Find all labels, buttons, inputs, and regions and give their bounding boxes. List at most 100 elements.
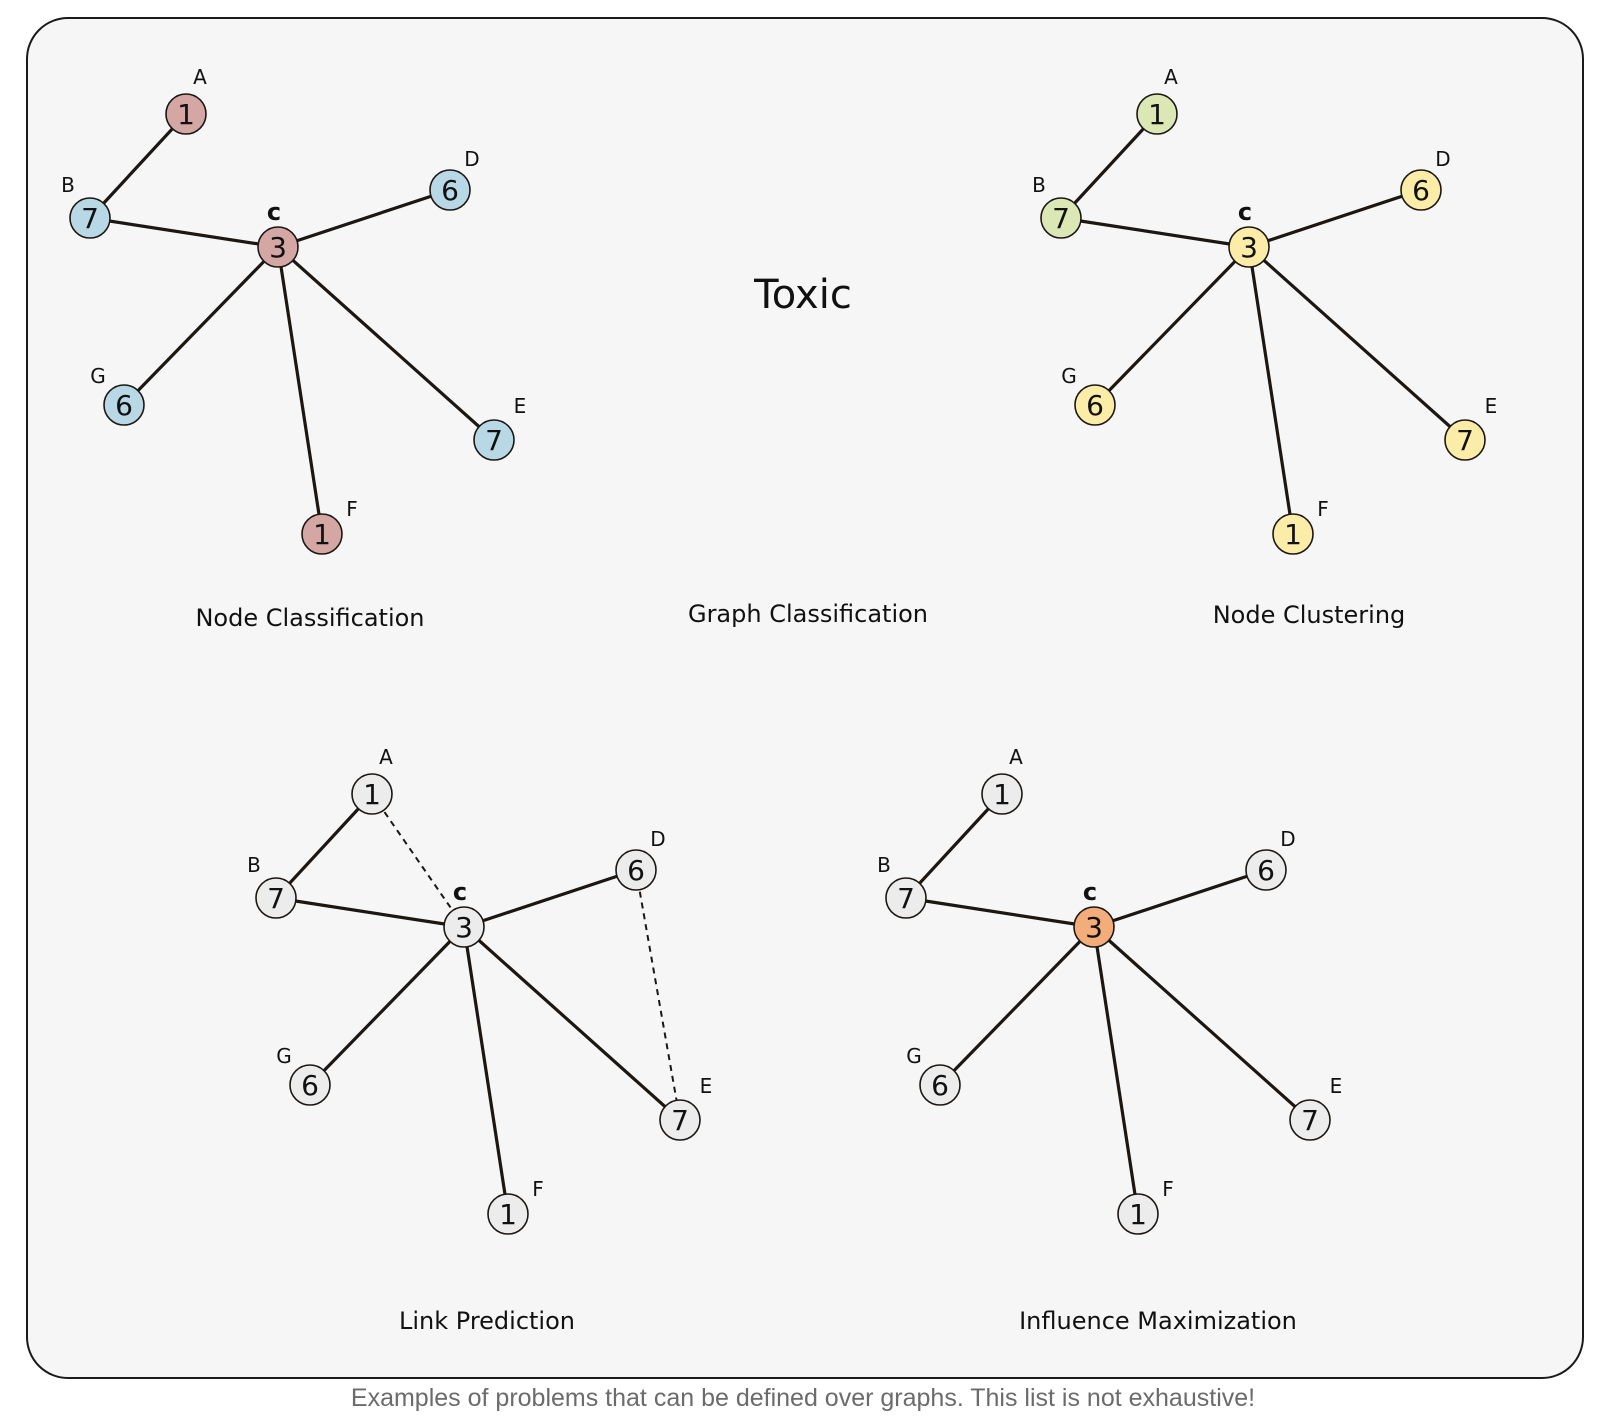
dashed-edge-D-E [635,869,681,1121]
node-f [1117,1193,1159,1235]
node-c [443,906,485,948]
node-value-a: 1 [177,98,195,131]
edge-A-B [904,792,1004,900]
node-value-b: 7 [1052,202,1070,235]
edge-B-C [89,216,279,249]
node-d [615,849,657,891]
edge-C-E [276,245,496,442]
node-d [1245,849,1287,891]
node-b [1040,197,1082,239]
node-label-c: c [267,198,281,226]
node-label-a: A [193,65,207,89]
node-label-f: F [1162,1177,1174,1201]
node-label-d: D [1280,827,1295,851]
edge-C-F [1247,246,1295,535]
node-value-a: 1 [363,778,381,811]
edge-A-B [274,792,374,900]
node-d [1400,169,1442,211]
node-value-b: 7 [267,882,285,915]
node-value-f: 1 [1284,518,1302,551]
figure-caption: Examples of problems that can be defined… [350,1384,1256,1412]
node-value-g: 6 [931,1069,949,1102]
edge-B-C [1060,216,1250,249]
label-influence-maximization: Influence Maximization [1019,1307,1297,1335]
edge-A-B [88,112,188,220]
edge-B-C [275,896,465,929]
node-b [255,877,297,919]
node-label-a: A [1164,65,1178,89]
node-value-e: 7 [671,1104,689,1137]
node-a [351,773,393,815]
node-value-g: 6 [301,1069,319,1102]
node-label-e: E [514,394,527,418]
node-a [165,93,207,135]
edge-C-G [1093,245,1251,407]
node-label-b: B [61,173,75,197]
edge-C-D [277,188,451,249]
node-label-b: B [877,853,891,877]
edge-C-E [462,925,682,1122]
node-a [1136,93,1178,135]
node-value-d: 6 [441,174,459,207]
node-e [1289,1099,1331,1141]
label-graph-classification: Graph Classification [687,600,929,628]
node-label-e: E [1330,1074,1343,1098]
node-e [1444,419,1486,461]
node-label-f: F [1317,497,1329,521]
node-value-b: 7 [81,202,99,235]
node-c [257,226,299,268]
label-node-clustering: Node Clustering [1212,601,1406,629]
edge-C-D [463,868,637,929]
node-label-e: E [1485,394,1498,418]
node-g [1074,384,1116,426]
node-label-a: A [379,745,393,769]
node-value-e: 7 [1301,1104,1319,1137]
node-f [1272,513,1314,555]
node-g [289,1064,331,1106]
node-label-f: F [532,1177,544,1201]
node-label-a: A [1009,745,1023,769]
node-c [1228,226,1270,268]
edge-C-D [1248,188,1422,249]
node-value-d: 6 [1412,174,1430,207]
node-value-d: 6 [627,854,645,887]
edge-C-E [1247,245,1467,442]
node-value-d: 6 [1257,854,1275,887]
label-node-classification: Node Classification [195,604,425,632]
node-label-e: E [700,1074,713,1098]
node-label-g: G [1061,364,1077,388]
node-label-c: c [1238,198,1252,226]
node-label-g: G [276,1044,292,1068]
edge-C-G [308,925,466,1087]
node-a [981,773,1023,815]
node-value-f: 1 [313,518,331,551]
node-b [69,197,111,239]
node-c [1073,906,1115,948]
edge-C-F [276,246,324,535]
node-value-e: 7 [1456,424,1474,457]
node-label-b: B [247,853,261,877]
node-f [301,513,343,555]
node-value-c: 3 [1085,911,1103,944]
node-label-c: c [453,878,467,906]
node-value-a: 1 [1148,98,1166,131]
graph-title: Toxic [754,272,852,318]
label-link-prediction: Link Prediction [398,1307,575,1335]
edge-C-D [1093,868,1267,929]
node-label-c: c [1083,878,1097,906]
node-e [473,419,515,461]
node-g [919,1064,961,1106]
node-d [429,169,471,211]
node-value-b: 7 [897,882,915,915]
node-value-c: 3 [455,911,473,944]
node-e [659,1099,701,1141]
node-label-g: G [906,1044,922,1068]
node-value-a: 1 [993,778,1011,811]
node-f [487,1193,529,1235]
edge-C-G [938,925,1096,1087]
node-label-d: D [1435,147,1450,171]
edge-C-G [122,245,280,407]
